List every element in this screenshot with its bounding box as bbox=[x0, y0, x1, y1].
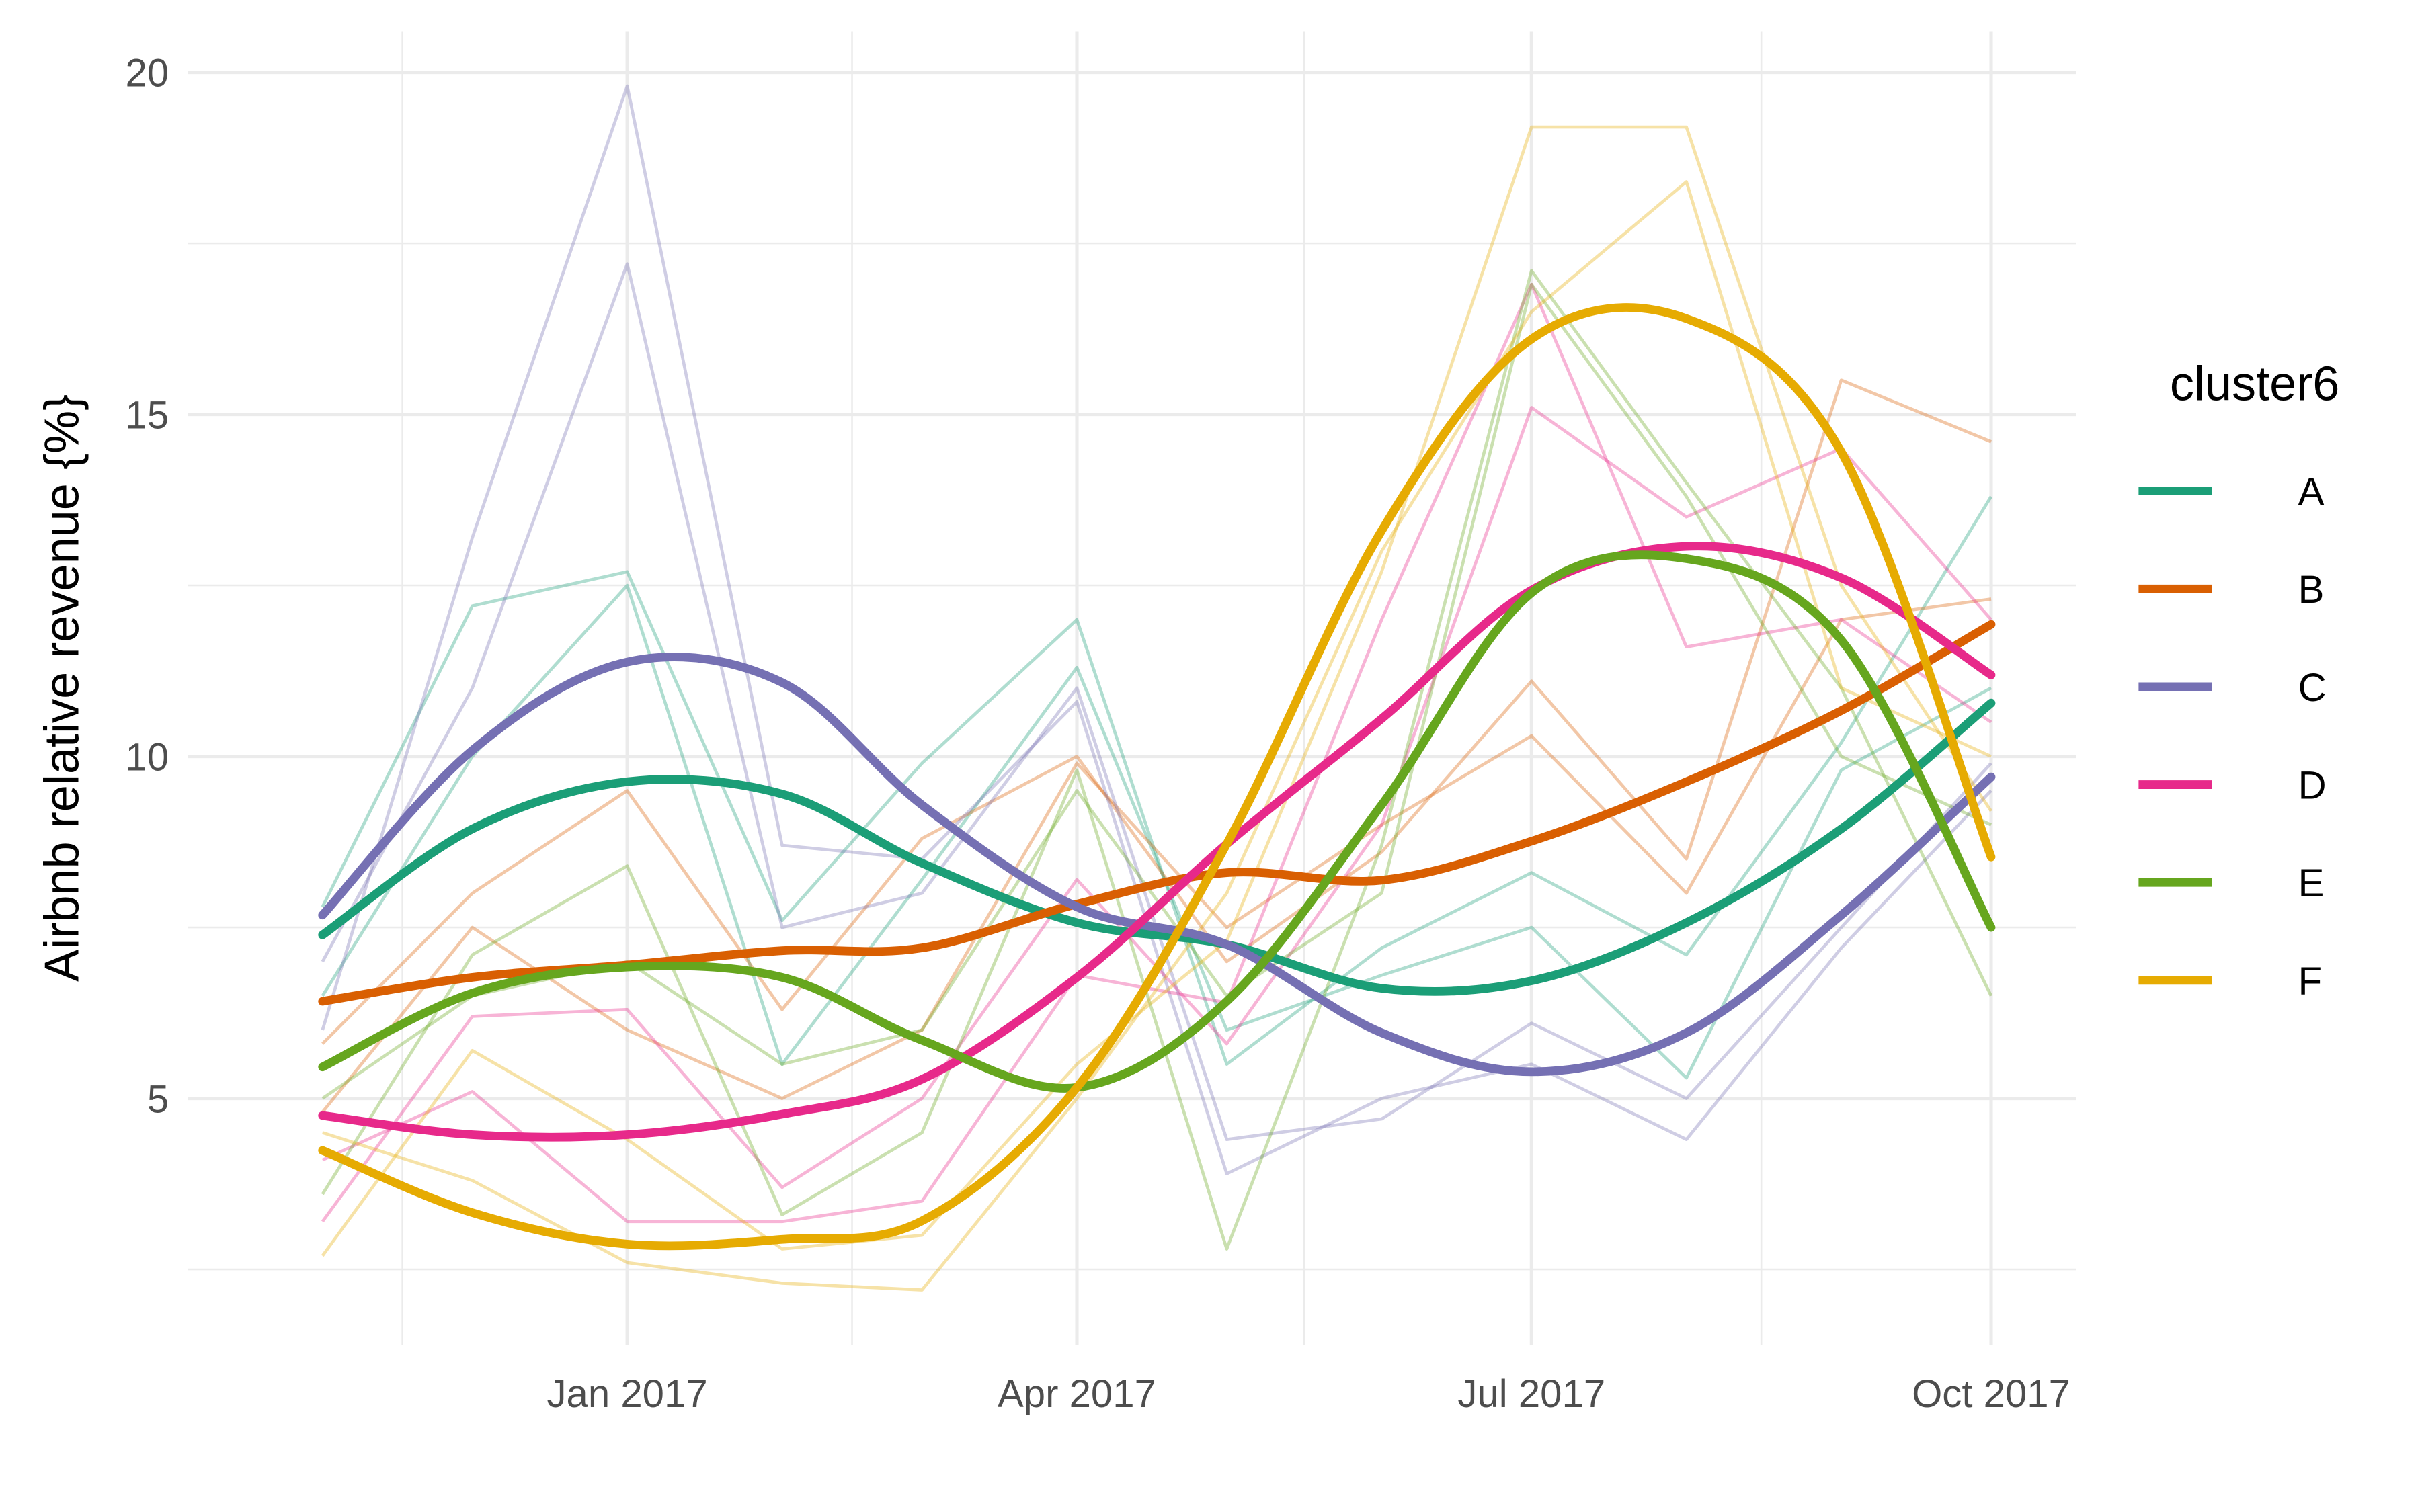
cluster-line bbox=[318, 653, 1996, 1077]
legend-label: D bbox=[2298, 764, 2327, 808]
x-tick-label: Jan 2017 bbox=[547, 1372, 708, 1416]
x-tick-label: Jul 2017 bbox=[1457, 1372, 1605, 1416]
member-lines bbox=[321, 84, 1993, 1292]
member-line bbox=[321, 125, 1992, 1257]
axes: 5 10 15 20 Jan 2017 Apr 2017 Jul 2017 Oct 2017 bbox=[126, 52, 2070, 1417]
y-tick-label: 20 bbox=[126, 52, 169, 95]
cluster-line bbox=[318, 698, 1996, 996]
legend-label: A bbox=[2298, 470, 2325, 514]
x-tick-label: Oct 2017 bbox=[1912, 1372, 2070, 1416]
member-line bbox=[321, 583, 1992, 1080]
legend: cluster6 A B C D E F bbox=[2138, 358, 2339, 1003]
y-tick-label: 5 bbox=[147, 1077, 169, 1121]
member-line bbox=[321, 269, 1993, 1251]
member-line bbox=[321, 282, 1992, 1224]
legend-title: cluster6 bbox=[2170, 358, 2339, 411]
cluster-line bbox=[318, 303, 1996, 1251]
cluster-line bbox=[318, 542, 1996, 1142]
member-line bbox=[321, 406, 1992, 1223]
legend-label: B bbox=[2298, 568, 2325, 612]
member-line bbox=[321, 597, 1992, 1114]
cluster-line bbox=[318, 550, 1996, 1093]
cluster-lines bbox=[318, 303, 1996, 1251]
legend-label: E bbox=[2298, 862, 2325, 905]
x-tick-label: Apr 2017 bbox=[998, 1372, 1156, 1416]
member-line bbox=[321, 495, 1993, 1066]
legend-label: F bbox=[2298, 960, 2323, 1003]
y-tick-label: 15 bbox=[126, 394, 169, 437]
member-line bbox=[321, 262, 1992, 1141]
y-axis-title: Airbnb relative revenue {%} bbox=[35, 394, 89, 982]
member-line bbox=[321, 378, 1992, 1045]
member-line bbox=[322, 180, 1992, 1292]
y-tick-label: 10 bbox=[126, 736, 169, 780]
legend-label: C bbox=[2298, 666, 2327, 710]
